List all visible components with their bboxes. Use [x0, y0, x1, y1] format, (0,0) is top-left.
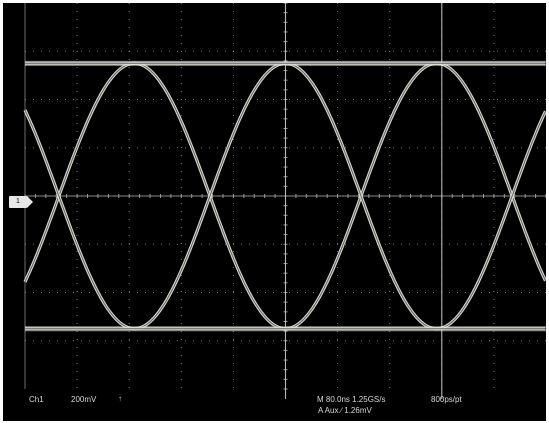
record-rate-readout: 800ps/pt [431, 395, 462, 404]
channel-label: Ch1 [29, 395, 44, 404]
timebase-readout: M 80.0ns 1.25GS/s [317, 395, 386, 404]
channel-1-ground-marker[interactable]: 1 [9, 196, 33, 208]
waveform-screen: 1 Ch1 200mV ↑ M 80.0ns 1.25GS/s 800ps/pt… [3, 3, 546, 421]
channel-marker-label: 1 [16, 198, 20, 205]
volts-per-div: 200mV [71, 395, 97, 404]
trigger-readout: A Aux ∕ 1.26mV [318, 406, 372, 415]
coupling-icon: ↑ [118, 394, 122, 403]
eye-diagram-plot [23, 3, 546, 399]
